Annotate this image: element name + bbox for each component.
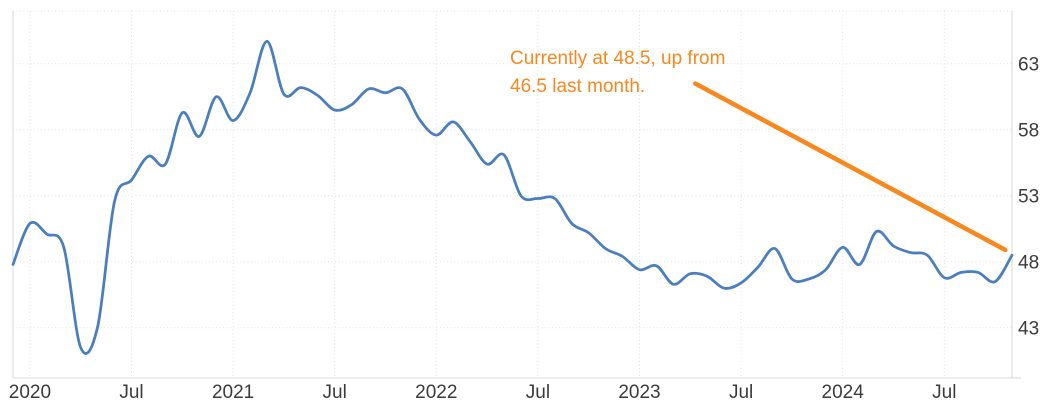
x-axis-tick-label: Jul [932, 382, 956, 403]
x-axis-tick-label: Jul [119, 382, 143, 403]
y-axis-tick-label: 48 [1018, 252, 1039, 273]
x-axis-tick-label: 2021 [212, 382, 254, 403]
annotation-text-line1: Currently at 48.5, up from [510, 48, 726, 69]
y-axis-tick-label: 58 [1018, 120, 1039, 141]
chart-annotation: Currently at 48.5, up from 46.5 last mon… [510, 45, 725, 101]
x-axis-tick-label: 2020 [9, 382, 51, 403]
x-axis-tick-label: Jul [526, 382, 550, 403]
y-axis-tick-label: 53 [1018, 186, 1039, 207]
x-axis-tick-label: 2022 [415, 382, 457, 403]
annotation-arrow-line [693, 81, 1008, 253]
y-axis-tick-label: 63 [1018, 54, 1039, 75]
y-axis-tick-label: 43 [1018, 318, 1039, 339]
x-axis-tick-label: 2024 [822, 382, 865, 403]
x-axis-tick-label: 2023 [618, 382, 660, 403]
pmi-line-series [11, 40, 1014, 355]
x-axis-tick-label: Jul [323, 382, 347, 403]
x-axis-tick-label: Jul [729, 382, 753, 403]
annotation-text-line2: 46.5 last month. [510, 76, 646, 97]
